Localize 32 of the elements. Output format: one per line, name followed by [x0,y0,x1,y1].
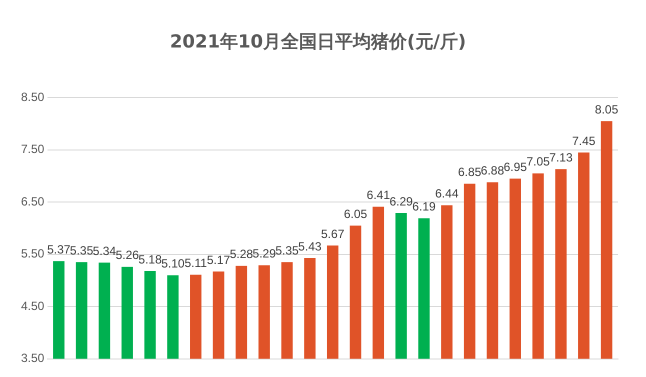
data-label: 6.88 [480,164,504,178]
data-label: 5.43 [298,239,322,254]
data-label: 5.35 [70,243,94,258]
data-label: 6.05 [344,206,368,221]
data-label: 6.19 [412,200,436,214]
data-label: 8.05 [594,102,619,116]
y-tick-label: 6.50 [20,194,45,208]
y-tick-label: 7.50 [20,142,45,156]
data-label: 7.05 [526,154,550,169]
data-label: 6.95 [504,160,528,174]
data-label: 5.67 [321,226,345,241]
data-label: 5.10 [161,256,185,271]
data-label: 6.29 [389,194,414,208]
data-label: 5.28 [230,247,254,262]
data-label: 6.85 [458,165,482,180]
data-label: 5.29 [252,246,276,261]
data-label: 7.45 [572,134,596,148]
chart-title: 2021年10月全国日平均猪价(元/斤) [170,31,466,52]
data-label: 6.41 [366,188,390,202]
data-label: 6.44 [435,186,459,201]
data-label: 5.35 [275,243,300,258]
data-label: 5.18 [138,252,162,266]
data-label: 5.11 [184,256,208,270]
y-tick-label: 4.50 [20,298,45,313]
data-label: 5.26 [116,248,140,262]
data-label: 7.13 [549,150,573,164]
data-label: 5.34 [92,244,116,258]
y-tick-label: 3.50 [20,351,45,366]
y-tick-label: 5.50 [20,246,45,261]
y-tick-label: 8.50 [20,90,45,104]
data-label: 5.17 [206,252,231,267]
data-label: 5.37 [47,242,71,256]
